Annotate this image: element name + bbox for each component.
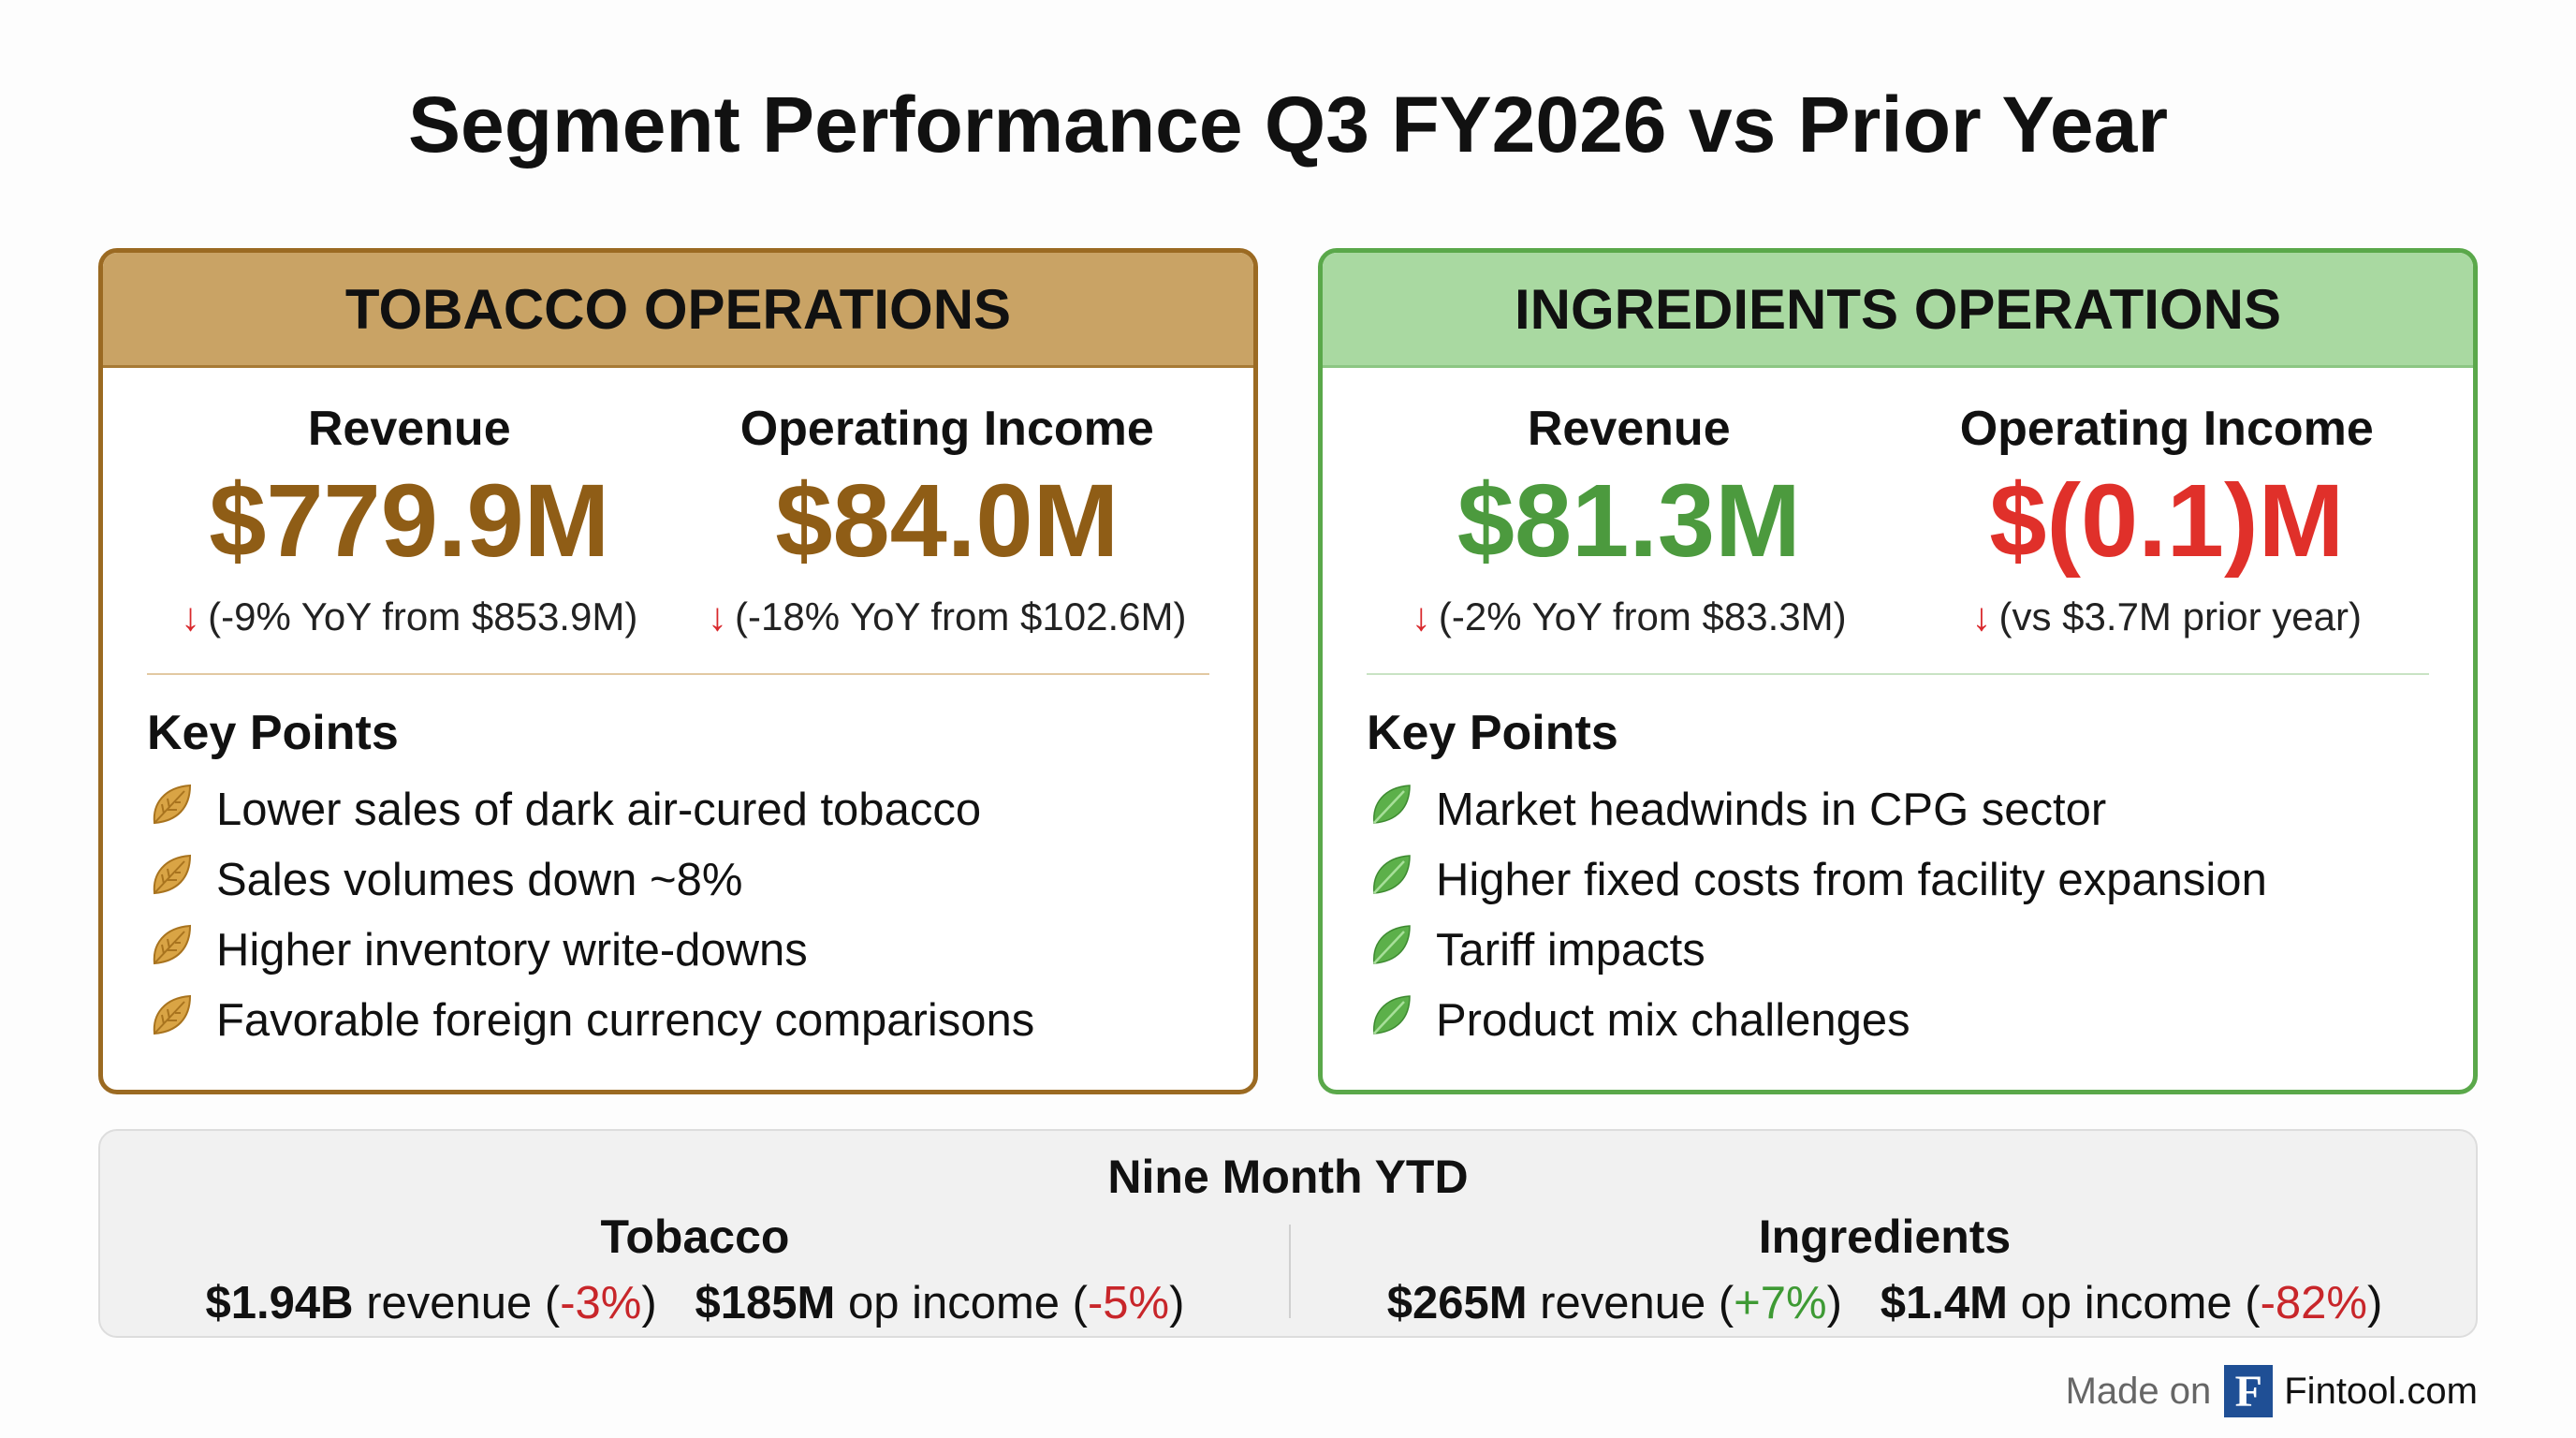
metric-change: (-2% YoY from $83.3M): [1438, 594, 1847, 638]
key-points-list: Lower sales of dark air-cured tobacco Sal…: [147, 774, 1209, 1055]
label: op income: [847, 1278, 1061, 1328]
divider: [1289, 1225, 1291, 1318]
metric-change: (vs $3.7M prior year): [1998, 594, 2362, 638]
metric-label: Operating Income: [739, 402, 1154, 456]
key-point-item: Higher inventory write-downs: [147, 915, 1209, 985]
ytd-ingredients: Ingredients $265M revenue (+7%) $1.4M op…: [1290, 1210, 2480, 1329]
key-point-text: Sales volumes down ~8%: [216, 854, 743, 905]
key-point-item: Product mix challenges: [1367, 985, 2429, 1055]
ytd-revenue: $1.94B: [205, 1278, 354, 1328]
revenue-metric: Revenue $81.3M ↓ (-2% YoY from $83.3M): [1360, 368, 1898, 639]
footer[interactable]: Made on F Fintool.com: [2066, 1365, 2478, 1417]
key-point-text: Tariff impacts: [1436, 924, 1705, 976]
green-leaf-icon: [1367, 990, 1436, 1050]
key-point-item: Higher fixed costs from facility expansi…: [1367, 844, 2429, 915]
card-header: TOBACCO OPERATIONS: [103, 253, 1253, 368]
green-leaf-icon: [1367, 780, 1436, 840]
arrow-down-icon: ↓: [1971, 594, 1992, 638]
ytd-revenue-change: +7%: [1734, 1278, 1827, 1328]
divider: [147, 673, 1209, 675]
key-point-text: Higher inventory write-downs: [216, 924, 808, 976]
key-points-title: Key Points: [1367, 706, 1618, 760]
made-on-text: Made on: [2065, 1370, 2212, 1412]
brand-link[interactable]: Fintool.com: [2284, 1370, 2478, 1412]
key-points: Key Points Lower sales of dark air-cured…: [103, 675, 1253, 1055]
arrow-down-icon: ↓: [181, 594, 201, 638]
ingredients-operations-card: INGREDIENTS OPERATIONS Revenue $81.3M ↓(…: [1318, 248, 2478, 1094]
operating-income-metric: Operating Income $84.0M ↓ (-18% YoY from …: [679, 368, 1217, 639]
ytd-revenue-change: -3%: [560, 1278, 642, 1328]
key-point-item: Lower sales of dark air-cured tobacco: [147, 774, 1209, 844]
metric-label: Revenue: [1527, 402, 1731, 456]
ytd-tobacco: Tobacco $1.94B revenue (-3%) $185M op in…: [100, 1210, 1290, 1329]
page-title: Segment Performance Q3 FY2026 vs Prior Y…: [407, 81, 2169, 169]
label: op income: [2020, 1278, 2232, 1328]
key-point-text: Favorable foreign currency comparisons: [216, 994, 1035, 1046]
key-point-item: Sales volumes down ~8%: [147, 844, 1209, 915]
ytd-title: Nine Month YTD: [1107, 1151, 1469, 1203]
key-point-item: Favorable foreign currency comparisons: [147, 985, 1209, 1055]
tobacco-leaf-icon: [147, 780, 216, 840]
green-leaf-icon: [1367, 920, 1436, 980]
key-point-item: Market headwinds in CPG sector: [1367, 774, 2429, 844]
ytd-segment-label: Ingredients: [1758, 1211, 2012, 1263]
metric-label: Operating Income: [1959, 402, 2374, 456]
ytd-op-income-change: -82%: [2260, 1278, 2367, 1328]
metric-change: (-18% YoY from $102.6M): [735, 594, 1187, 638]
operating-income-metric: Operating Income $(0.1)M ↓ (vs $3.7M prio…: [1898, 368, 2437, 639]
tobacco-leaf-icon: [147, 850, 216, 910]
ytd-op-income-change: -5%: [1087, 1278, 1170, 1328]
fintool-logo-icon: F: [2224, 1365, 2274, 1417]
tobacco-leaf-icon: [147, 990, 216, 1050]
arrow-down-icon: ↓: [1411, 594, 1431, 638]
metric-label: Revenue: [307, 402, 511, 456]
revenue-metric: Revenue $779.9M ↓ (-9% YoY from $853.9M): [140, 368, 679, 639]
key-points-title: Key Points: [147, 706, 399, 760]
label: revenue: [1540, 1278, 1706, 1328]
key-points: Key Points Market headwinds in CPG secto…: [1323, 675, 2473, 1055]
key-point-text: Lower sales of dark air-cured tobacco: [216, 784, 982, 835]
ytd-revenue: $265M: [1386, 1278, 1528, 1328]
card-header: INGREDIENTS OPERATIONS: [1323, 253, 2473, 368]
tobacco-operations-card: TOBACCO OPERATIONS Revenue $779.9M ↓ (-9%…: [98, 248, 1258, 1094]
ytd-op-income: $1.4M: [1880, 1278, 2008, 1328]
tobacco-leaf-icon: [147, 920, 216, 980]
key-points-list: Market headwinds in CPG sector Higher fix…: [1367, 774, 2429, 1055]
ytd-segment-label: Tobacco: [600, 1211, 790, 1263]
ytd-op-income: $185M: [695, 1278, 836, 1328]
divider: [1367, 673, 2429, 675]
metric-value: $81.3M: [1456, 463, 1801, 579]
metric-value: $779.9M: [209, 463, 610, 579]
key-point-text: Product mix challenges: [1436, 994, 1910, 1046]
metric-change: (-9% YoY from $853.9M): [208, 594, 638, 638]
green-leaf-icon: [1367, 850, 1436, 910]
label: revenue: [366, 1278, 533, 1328]
arrow-down-icon: ↓: [708, 594, 727, 638]
key-point-text: Market headwinds in CPG sector: [1436, 784, 2107, 835]
key-point-item: Tariff impacts: [1367, 915, 2429, 985]
key-point-text: Higher fixed costs from facility expansi…: [1436, 854, 2267, 905]
metric-value: $84.0M: [775, 463, 1120, 579]
nine-month-ytd-panel: Nine Month YTD Tobacco $1.94B revenue (-…: [98, 1129, 2478, 1338]
metric-value: $(0.1)M: [1989, 463, 2345, 579]
